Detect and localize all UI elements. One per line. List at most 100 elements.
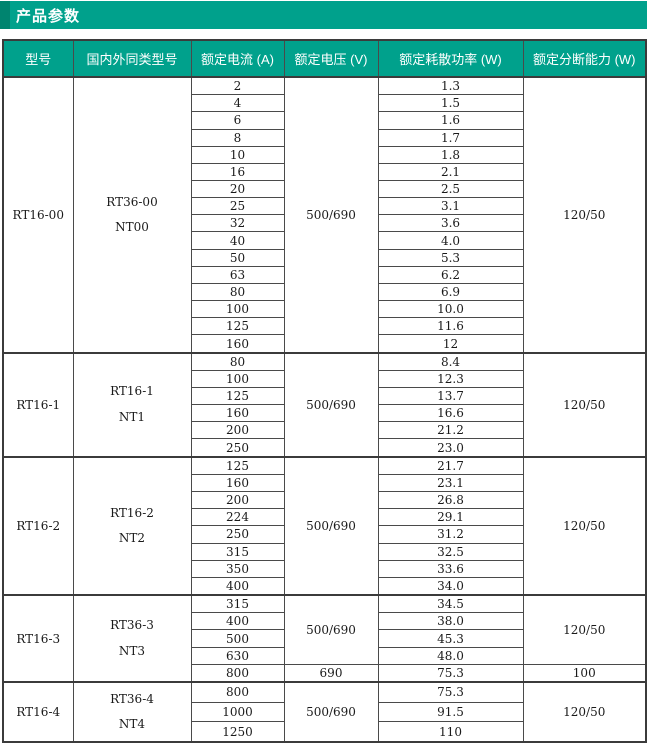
current-cell: 40 <box>190 231 285 250</box>
power-cell: 5.3 <box>377 248 524 267</box>
equivalent-model-cell: RT16-1 NT1 <box>72 351 192 458</box>
model-cell: RT16-00 <box>2 76 74 354</box>
current-cell: 160 <box>190 473 285 493</box>
current-cell: 4 <box>190 94 285 113</box>
table-row: RT16-3 RT36-3 NT3 315 500/690 34.5 120/50 <box>2 594 647 683</box>
current-cell: 20 <box>190 179 285 199</box>
current-cell: 315 <box>190 594 285 614</box>
voltage-cell: 500/690 <box>283 351 379 458</box>
power-cell: 12.3 <box>377 369 524 389</box>
current-cell: 224 <box>190 508 285 527</box>
table-row: 315 32.5 <box>3 542 646 561</box>
equivalent-model-line: RT36-00 <box>106 194 158 209</box>
power-cell: 21.2 <box>377 421 524 440</box>
current-cell: 800 <box>190 680 285 703</box>
current-cell: 8 <box>190 128 285 147</box>
table-row: RT16-1 RT16-1 NT1 80 500/690 8.4 120/50 <box>2 351 647 458</box>
current-cell: 160 <box>190 404 285 423</box>
current-cell: 400 <box>190 612 285 631</box>
table-row: RT16-4 RT36-4 NT4 800 500/690 75.3 120/50 <box>2 680 647 743</box>
table-row: 100 12.3 <box>3 369 646 389</box>
current-cell: 200 <box>190 491 285 510</box>
power-cell: 2.1 <box>377 162 524 182</box>
equivalent-model-cell: RT36-3 NT3 <box>72 594 192 683</box>
power-cell: 6.2 <box>377 265 524 284</box>
power-cell: 12 <box>377 334 524 354</box>
power-cell: 23.0 <box>377 438 524 458</box>
equivalent-model-cell: RT16-2 NT2 <box>72 455 192 596</box>
current-cell: 80 <box>190 351 285 371</box>
current-cell: 400 <box>190 576 285 596</box>
current-cell: 32 <box>190 214 285 233</box>
col-header-equivalent-model: 国内外同类型号 <box>72 39 192 78</box>
power-cell: 45.3 <box>377 629 524 648</box>
table-row: 160 12 <box>3 334 646 354</box>
current-cell: 1000 <box>190 701 285 723</box>
equivalent-model-cell: RT36-00 NT00 <box>72 76 192 354</box>
current-cell: 500 <box>190 629 285 648</box>
power-cell: 23.1 <box>377 473 524 493</box>
model-cell: RT16-4 <box>2 680 74 743</box>
power-cell: 75.3 <box>377 680 524 703</box>
equivalent-model-line: RT16-2 <box>110 505 154 520</box>
col-header-rated-power-dissipation: 额定耗散功率 (W) <box>377 39 524 78</box>
page-title: 产品参数 <box>16 7 81 25</box>
power-cell: 21.7 <box>377 455 524 475</box>
current-cell: 315 <box>190 542 285 561</box>
table-row: 630 48.0 <box>3 646 646 665</box>
power-cell: 8.4 <box>377 351 524 371</box>
table-row: 250 31.2 <box>3 525 646 544</box>
equivalent-model-line: RT16-1 <box>110 384 154 399</box>
equivalent-model-line: NT2 <box>118 530 146 545</box>
table-row: 224 29.1 <box>3 508 646 527</box>
breaking-cell: 120/50 <box>522 680 647 743</box>
equivalent-model-line: RT36-3 <box>110 618 154 633</box>
current-cell: 630 <box>190 646 285 665</box>
power-cell: 26.8 <box>377 491 524 510</box>
breaking-cell: 120/50 <box>522 594 647 665</box>
table-row: 160 16.6 <box>3 404 646 423</box>
equivalent-model-cell: RT36-4 NT4 <box>72 680 192 743</box>
current-cell: 250 <box>190 525 285 544</box>
power-cell: 48.0 <box>377 646 524 665</box>
section-title-bar: 产品参数 <box>0 1 647 29</box>
table-row: 350 33.6 <box>3 559 646 578</box>
power-cell: 32.5 <box>377 542 524 561</box>
power-cell: 1.3 <box>377 76 524 96</box>
col-header-rated-voltage: 额定电压 (V) <box>283 39 379 78</box>
power-cell: 11.6 <box>377 317 524 336</box>
current-cell: 63 <box>190 265 285 284</box>
voltage-cell: 500/690 <box>283 76 379 354</box>
product-parameters-table: 型号 国内外同类型号 额定电流 (A) 额定电压 (V) 额定耗散功率 (W) … <box>2 39 647 743</box>
voltage-cell: 500/690 <box>283 594 379 665</box>
power-cell: 10.0 <box>377 300 524 319</box>
power-cell: 29.1 <box>377 508 524 527</box>
breaking-cell: 120/50 <box>522 351 647 458</box>
power-cell: 4.0 <box>377 231 524 250</box>
table-row: 40 4.0 <box>3 231 646 250</box>
table-row: 50 5.3 <box>3 248 646 267</box>
power-cell: 1.7 <box>377 128 524 147</box>
current-cell: 125 <box>190 386 285 406</box>
current-cell: 250 <box>190 438 285 458</box>
power-cell: 6.9 <box>377 282 524 302</box>
table-row: RT16-2 RT16-2 NT2 125 500/690 21.7 120/50 <box>2 455 647 596</box>
equivalent-model-line: NT1 <box>118 409 146 424</box>
power-cell: 3.1 <box>377 197 524 216</box>
col-header-model: 型号 <box>2 39 74 78</box>
current-cell: 1250 <box>190 721 285 743</box>
table-row: RT16-00 RT36-00 NT00 2 500/690 1.3 120/50 <box>2 76 647 354</box>
power-cell: 31.2 <box>377 525 524 544</box>
voltage-cell: 500/690 <box>283 455 379 596</box>
col-header-rated-current: 额定电流 (A) <box>190 39 285 78</box>
power-cell: 38.0 <box>377 612 524 631</box>
header-row: 型号 国内外同类型号 额定电流 (A) 额定电压 (V) 额定耗散功率 (W) … <box>2 39 647 78</box>
table-row: 6 1.6 <box>3 111 646 130</box>
current-cell: 50 <box>190 248 285 267</box>
table-row: 25 3.1 <box>3 197 646 216</box>
power-cell: 16.6 <box>377 404 524 423</box>
current-cell: 100 <box>190 300 285 319</box>
table-row: 125 13.7 <box>3 386 646 406</box>
power-cell: 33.6 <box>377 559 524 578</box>
col-header-rated-breaking-capacity: 额定分断能力 (W) <box>522 39 647 78</box>
